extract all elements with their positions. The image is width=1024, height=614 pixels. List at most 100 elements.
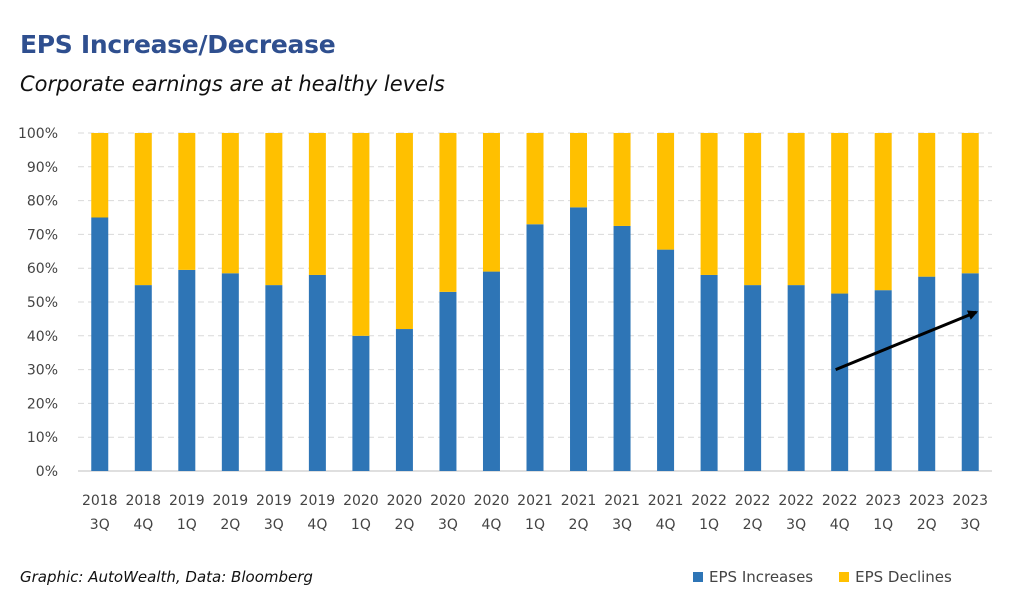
y-tick-label: 70% [27,227,58,243]
x-tick-label-quarter: 4Q [133,517,153,533]
bar-eps-increases [134,285,152,471]
bar-eps-declines [308,133,326,275]
bar-eps-declines [265,133,283,286]
x-tick-label-year: 2023 [865,493,901,509]
bar-eps-increases [961,273,979,471]
x-tick-label-quarter: 3Q [960,517,980,533]
x-tick-label-year: 2023 [909,493,945,509]
x-tick-label-year: 2019 [300,493,336,509]
trend-arrow [835,310,979,371]
x-tick-label-year: 2022 [822,493,858,509]
bar-eps-increases [700,274,718,471]
bar-eps-declines [91,133,109,218]
y-tick-label: 90% [27,160,58,176]
stacked-bar-chart: 0% 10% 20% 30% 40% 50% 60% 70% 80% 90% 100% 2018 3Q… [18,126,992,533]
bar-eps-increases [482,271,500,471]
legend: EPS Increases EPS Declines [693,568,952,586]
legend-swatch-declines [839,572,850,582]
legend-label-increases: EPS Increases [709,568,814,586]
x-tick-label-quarter: 2Q [569,517,589,533]
x-tick-label-year: 2020 [343,493,379,509]
x-tick-label-year: 2021 [561,493,597,509]
x-tick-label-quarter: 3Q [90,517,110,533]
bar-eps-declines [439,133,457,292]
x-tick-label-year: 2022 [778,493,814,509]
legend-label-declines: EPS Declines [855,568,952,586]
y-tick-label: 100% [18,126,58,142]
x-tick-label-quarter: 1Q [177,517,197,533]
bar-eps-declines [526,133,544,225]
bar-eps-increases [613,225,631,471]
x-tick-label-year: 2020 [474,493,510,509]
x-tick-label-year: 2022 [735,493,771,509]
bar-eps-increases [178,269,196,471]
y-tick-label: 50% [27,295,58,311]
bar-eps-declines [787,133,805,286]
bar-eps-increases [918,276,936,471]
bar-eps-increases [831,293,849,471]
x-tick-label-quarter: 2Q [220,517,240,533]
bar-eps-increases [395,329,413,471]
x-tick-label-quarter: 4Q [656,517,676,533]
x-tick-label-quarter: 3Q [612,517,632,533]
bar-eps-increases [526,224,544,471]
x-tick-label-quarter: 3Q [786,517,806,533]
x-tick-label-quarter: 4Q [830,517,850,533]
bar-eps-increases [221,273,239,471]
x-tick-label-year: 2019 [169,493,205,509]
bar-eps-declines [613,133,631,226]
bar-eps-declines [918,133,936,277]
x-tick-label-year: 2023 [952,493,988,509]
bar-eps-increases [874,290,892,471]
bar-eps-declines [178,133,196,270]
bar-eps-declines [352,133,370,336]
bar-eps-declines [961,133,979,274]
x-tick-label-year: 2018 [82,493,118,509]
y-tick-label: 60% [27,261,58,277]
bar-eps-declines [134,133,152,286]
bar-eps-declines [831,133,849,294]
bar-eps-increases [439,291,457,471]
bar-eps-declines [395,133,413,330]
legend-swatch-increases [693,572,703,582]
x-tick-label-year: 2020 [430,493,466,509]
x-tick-label-quarter: 4Q [307,517,327,533]
y-tick-label: 0% [36,464,58,480]
bar-eps-increases [91,217,109,471]
bar-eps-increases [265,285,283,471]
x-tick-label-year: 2021 [517,493,553,509]
bar-eps-increases [744,285,762,471]
y-tick-label: 10% [27,430,58,446]
bar-eps-declines [570,133,588,208]
x-tick-label-year: 2021 [604,493,640,509]
legend-item-declines: EPS Declines [839,568,952,586]
x-tick-label-quarter: 2Q [917,517,937,533]
x-tick-label-year: 2018 [125,493,161,509]
chart-subtitle: Corporate earnings are at healthy levels [20,72,445,96]
bar-eps-declines [657,133,675,250]
x-tick-label-quarter: 3Q [264,517,284,533]
bar-eps-declines [221,133,239,274]
x-tick-label-year: 2021 [648,493,684,509]
bar-eps-declines [744,133,762,286]
bar-eps-increases [787,285,805,471]
x-tick-label-quarter: 3Q [438,517,458,533]
x-tick-label-quarter: 2Q [743,517,763,533]
source-note: Graphic: AutoWealth, Data: Bloomberg [20,568,313,586]
bar-eps-declines [482,133,500,272]
x-tick-label-year: 2022 [691,493,727,509]
bar-eps-increases [352,335,370,471]
bar-eps-increases [308,274,326,471]
bar-eps-increases [570,207,588,472]
chart-title: EPS Increase/Decrease [20,30,336,59]
bar-eps-increases [657,249,675,471]
x-tick-label-quarter: 1Q [699,517,719,533]
y-tick-label: 80% [27,194,58,210]
y-tick-label: 30% [27,363,58,379]
x-tick-label-quarter: 1Q [873,517,893,533]
bar-eps-declines [700,133,718,275]
legend-item-increases: EPS Increases [693,568,813,586]
x-tick-label-year: 2019 [256,493,292,509]
x-tick-label-quarter: 2Q [394,517,414,533]
x-tick-label-quarter: 1Q [525,517,545,533]
